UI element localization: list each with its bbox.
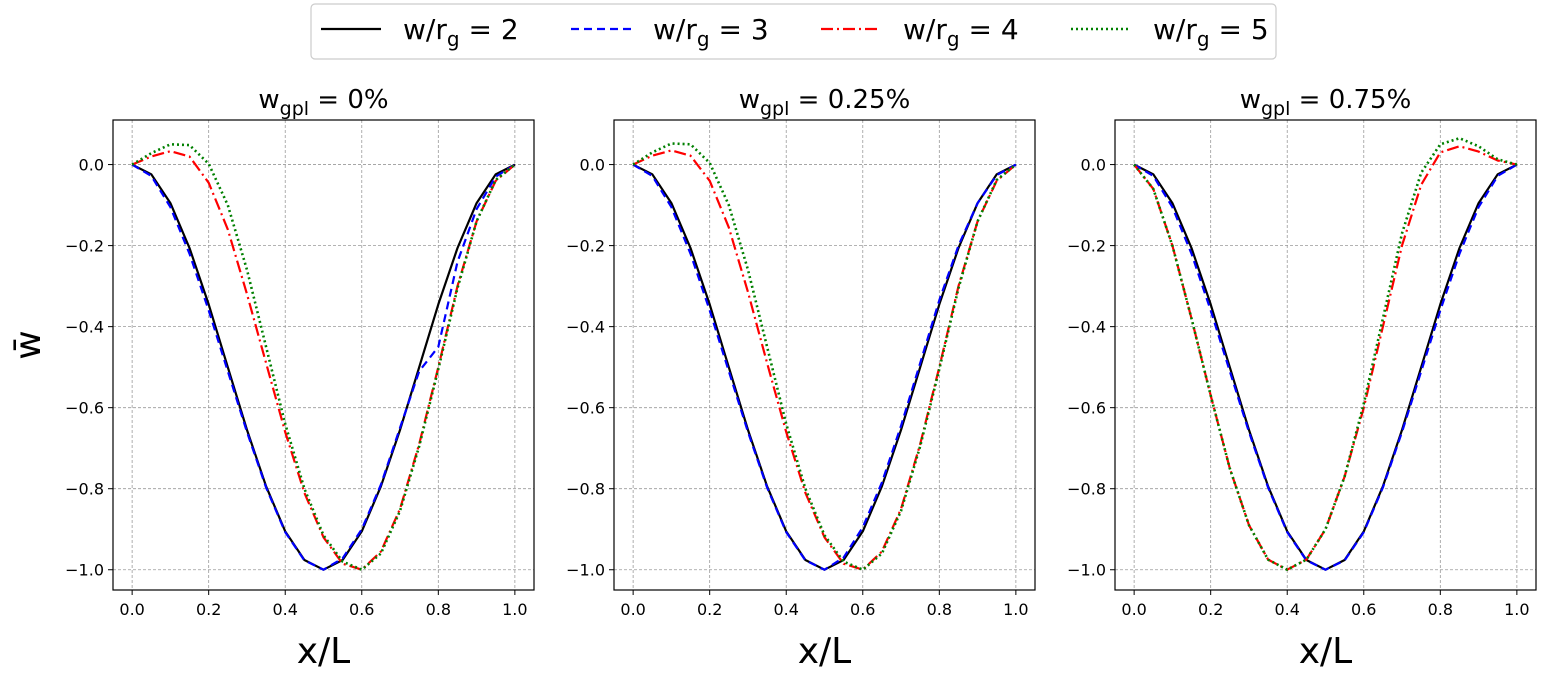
- x-tick-label-3: 0.6: [850, 600, 875, 619]
- x-tick-label-2: 0.4: [273, 600, 298, 619]
- legend-label-1: w/rg = 2: [403, 13, 519, 51]
- series-line-3: [632, 149, 1017, 571]
- series-line-2: [1133, 163, 1518, 571]
- x-tick-label-4: 0.8: [927, 600, 952, 619]
- subplot-title: wgpl = 0%: [258, 85, 388, 120]
- axes-frame: [613, 119, 1036, 591]
- y-tick-label-2: −0.4: [566, 318, 605, 337]
- series-line-3: [1133, 145, 1518, 571]
- x-axis-label: x/L: [1299, 631, 1353, 672]
- x-tick-label-2: 0.4: [1275, 600, 1300, 619]
- legend-frame: [310, 3, 1277, 60]
- x-tick-label-3: 0.6: [1351, 600, 1376, 619]
- y-tick-label-1: −0.2: [1067, 237, 1106, 256]
- series-line-1: [131, 163, 516, 571]
- y-tick-label-5: −1.0: [65, 561, 104, 580]
- y-tick-label-2: −0.4: [1067, 318, 1106, 337]
- y-tick-label-4: −0.8: [65, 480, 104, 499]
- series-line-3: [131, 150, 516, 571]
- series-line-2: [632, 163, 1017, 571]
- subplot-wgpl-0-25: 0.0 0.2 0.4 0.6 0.8 1.0 0.0 −0.2 −0.4 −0.6 −0.8 −1.…: [566, 85, 1036, 672]
- y-tick-label-5: −1.0: [566, 561, 605, 580]
- y-tick-label-0: 0.0: [79, 156, 104, 175]
- series-line-1: [632, 163, 1017, 571]
- x-tick-label-4: 0.8: [426, 600, 451, 619]
- subplot-title: wgpl = 0.25%: [739, 85, 911, 120]
- axes-frame: [112, 119, 535, 591]
- series-line-2: [131, 163, 516, 571]
- x-tick-label-4: 0.8: [1428, 600, 1453, 619]
- y-tick-label-3: −0.6: [566, 399, 605, 418]
- series-line-4: [632, 142, 1017, 571]
- x-tick-label-0: 0.0: [119, 600, 144, 619]
- y-tick-label-0: 0.0: [1081, 156, 1106, 175]
- x-tick-label-0: 0.0: [620, 600, 645, 619]
- x-tick-label-1: 0.2: [697, 600, 722, 619]
- subplot-wgpl-0-75: 0.0 0.2 0.4 0.6 0.8 1.0 0.0 −0.2 −0.4 −0.6 −0.8 −1.…: [1067, 85, 1537, 672]
- x-tick-label-5: 1.0: [502, 600, 527, 619]
- y-tick-label-3: −0.6: [65, 399, 104, 418]
- legend-label-2: w/rg = 3: [653, 13, 769, 51]
- x-axis-label: x/L: [297, 631, 351, 672]
- y-tick-label-4: −0.8: [566, 480, 605, 499]
- x-tick-label-1: 0.2: [196, 600, 221, 619]
- x-tick-label-1: 0.2: [1198, 600, 1223, 619]
- y-tick-label-3: −0.6: [1067, 399, 1106, 418]
- x-axis-label: x/L: [798, 631, 852, 672]
- series-line-4: [131, 143, 516, 571]
- y-tick-label-1: −0.2: [566, 237, 605, 256]
- subplot-wgpl-0: 0.0 0.2 0.4 0.6 0.8 1.0 0.0 −0.2 −0.4 −0.6 −0.8 −1.…: [65, 85, 535, 672]
- y-tick-label-2: −0.4: [65, 318, 104, 337]
- x-tick-label-5: 1.0: [1504, 600, 1529, 619]
- axes-frame: [1114, 119, 1537, 591]
- y-tick-label-0: 0.0: [580, 156, 605, 175]
- y-tick-label-5: −1.0: [1067, 561, 1106, 580]
- y-tick-label-1: −0.2: [65, 237, 104, 256]
- legend-label-3: w/rg = 4: [903, 13, 1019, 51]
- x-tick-label-3: 0.6: [349, 600, 374, 619]
- x-tick-label-5: 1.0: [1003, 600, 1028, 619]
- x-tick-label-2: 0.4: [774, 600, 799, 619]
- series-line-4: [1133, 136, 1518, 571]
- y-axis-label: w̄: [8, 330, 49, 359]
- legend: w/rg = 2 w/rg = 3 w/rg = 4 w/rg = 5: [310, 3, 1277, 60]
- series-line-1: [1133, 163, 1518, 571]
- subplot-title: wgpl = 0.75%: [1240, 85, 1412, 120]
- legend-label-4: w/rg = 5: [1153, 13, 1269, 51]
- y-tick-label-4: −0.8: [1067, 480, 1106, 499]
- x-tick-label-0: 0.0: [1121, 600, 1146, 619]
